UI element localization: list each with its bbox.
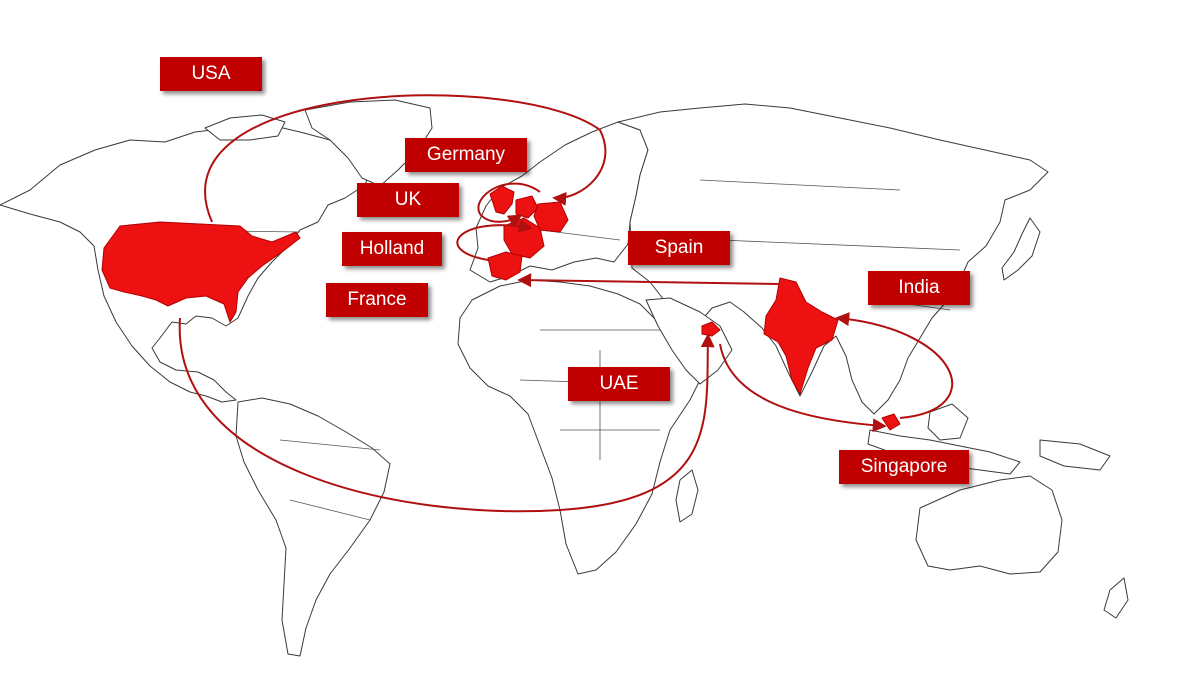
landmass-australia xyxy=(915,475,1063,575)
route-india-spain xyxy=(517,273,781,288)
label-holland: Holland xyxy=(342,232,442,266)
landmass-arabia xyxy=(645,297,733,385)
country-spain xyxy=(487,251,523,281)
label-germany: Germany xyxy=(405,138,527,172)
label-france: France xyxy=(326,283,428,317)
country-uae xyxy=(701,321,721,337)
country-holland xyxy=(515,195,539,219)
country-singapore xyxy=(881,413,901,431)
route-uae-singapore xyxy=(719,343,887,433)
route-usa-uae xyxy=(178,317,715,513)
route-europe-loop xyxy=(477,182,541,228)
landmass-japan xyxy=(1001,217,1041,281)
landmass-south-america xyxy=(235,397,391,657)
country-usa xyxy=(101,221,301,323)
landmass-greenland xyxy=(304,99,433,187)
landmass-new-guinea xyxy=(1039,439,1111,471)
landmass-africa xyxy=(457,279,705,575)
route-usa-europe xyxy=(204,94,607,223)
landmass-new-zealand xyxy=(1103,577,1129,619)
landmass-arctic-islands xyxy=(204,114,286,141)
landmass-madagascar xyxy=(675,469,699,523)
route-spain-europe xyxy=(456,219,533,261)
country-india xyxy=(763,277,839,395)
label-uk: UK xyxy=(357,183,459,217)
label-singapore: Singapore xyxy=(839,450,969,484)
label-uae: UAE xyxy=(568,367,670,401)
landmass-borneo xyxy=(927,403,969,441)
label-india: India xyxy=(868,271,970,305)
label-spain: Spain xyxy=(628,231,730,265)
route-singapore-india xyxy=(835,312,954,419)
label-usa: USA xyxy=(160,57,262,91)
